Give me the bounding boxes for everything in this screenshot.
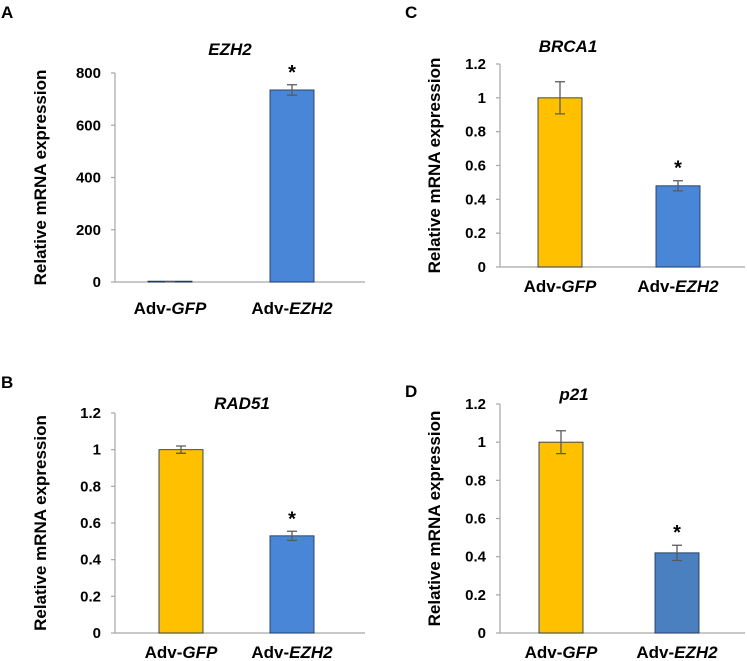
panel-label-a: A [1, 3, 13, 22]
y-tick-label: 600 [76, 117, 101, 134]
significance-marker: * [674, 158, 682, 180]
bar [538, 441, 584, 634]
panel-b: B RAD51 Relative mRNA expression 0 0.2 0.4 0.6… [1, 373, 365, 661]
y-axis-label-b: Relative mRNA expression [31, 415, 50, 631]
bar [655, 185, 701, 268]
x-tick-label: Adv-GFP [145, 643, 218, 661]
y-tick-label: 400 [76, 170, 101, 187]
x-tick-label: Adv-EZH2 [637, 277, 719, 296]
significance-marker: * [673, 522, 681, 544]
y-tick-label: 0.2 [465, 225, 486, 242]
panel-a: A EZH2 Relative mRNA expression 0 200 400 600 8… [1, 3, 365, 318]
y-tick-label: 0.4 [80, 552, 102, 569]
y-tick-label: 800 [76, 65, 101, 82]
y-tick-label: 0.4 [465, 549, 487, 566]
x-tick-label: Adv-GFP [525, 643, 598, 661]
chart-title-b: RAD51 [214, 394, 270, 413]
y-tick-label: 1 [93, 442, 101, 459]
error-bar [555, 81, 565, 115]
x-tick-label: Adv-GFP [524, 277, 597, 296]
chart-title-c: BRCA1 [539, 37, 598, 56]
y-tick-label: 1.2 [465, 396, 486, 413]
y-axis-label-c: Relative mRNA expression [425, 58, 444, 274]
error-bar [556, 430, 566, 455]
bar [537, 97, 583, 268]
y-tick-label: 0.6 [465, 511, 486, 528]
y-tick-label: 0.8 [465, 472, 486, 489]
y-tick-label: 0 [93, 274, 101, 291]
y-tick-label: 0.6 [80, 515, 101, 532]
y-axis-label-d: Relative mRNA expression [425, 411, 444, 627]
y-tick-label: 0 [93, 625, 101, 642]
y-tick-label: 0.6 [465, 158, 486, 175]
error-bar [673, 180, 683, 192]
error-bar [176, 445, 186, 454]
y-tick-label: 1.2 [80, 405, 101, 422]
y-tick-label: 0 [478, 625, 486, 642]
y-tick-label: 0.8 [80, 478, 101, 495]
panel-c: C BRCA1 Relative mRNA expression 0 0.2 0.4 0.6… [405, 3, 745, 296]
chart-title-a: EZH2 [208, 40, 252, 59]
panel-label-b: B [1, 373, 13, 392]
y-tick-label: 1.2 [465, 56, 486, 73]
y-tick-label: 0.8 [465, 124, 486, 141]
y-axis-label-a: Relative mRNA expression [31, 70, 50, 286]
y-tick-label: 1 [478, 90, 486, 107]
x-tick-label: Adv-EZH2 [251, 299, 333, 318]
bar [654, 552, 700, 634]
bar [269, 89, 315, 283]
y-tick-label: 0.2 [80, 588, 101, 605]
error-bar [287, 530, 297, 542]
chart-title-d: p21 [558, 385, 588, 404]
x-tick-label: Adv-GFP [134, 299, 207, 318]
error-bar [672, 544, 682, 562]
y-tick-label: 200 [76, 222, 101, 239]
y-tick-label: 0.4 [465, 191, 487, 208]
x-tick-label: Adv-EZH2 [636, 643, 718, 661]
significance-marker: * [288, 508, 296, 530]
panel-label-c: C [405, 3, 417, 22]
x-tick-label: Adv-EZH2 [251, 643, 333, 661]
panel-label-d: D [405, 382, 417, 401]
error-bar [287, 84, 297, 96]
bar [158, 449, 204, 634]
y-tick-label: 0 [478, 259, 486, 276]
y-tick-label: 0.2 [465, 587, 486, 604]
y-tick-label: 1 [478, 434, 486, 451]
bar [269, 535, 315, 634]
significance-marker: * [288, 62, 296, 84]
